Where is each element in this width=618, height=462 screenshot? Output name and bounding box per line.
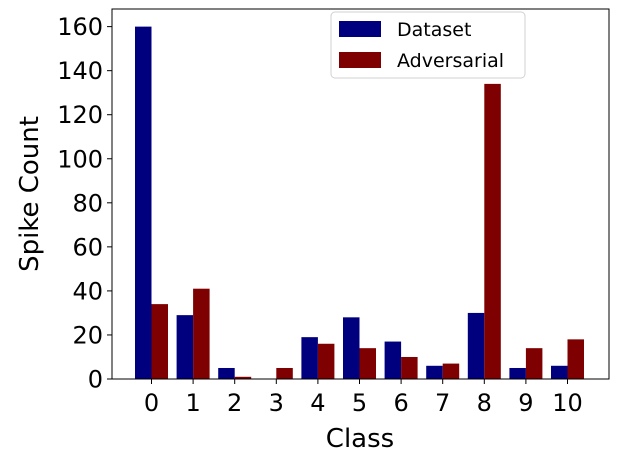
y-tick-label: 60: [72, 233, 103, 261]
y-tick-label: 160: [57, 13, 103, 41]
bar-dataset-0: [135, 26, 152, 380]
legend-swatch-adversarial: [339, 52, 381, 68]
x-tick-label: 9: [518, 389, 533, 417]
bar-dataset-4: [301, 337, 318, 379]
bar-dataset-10: [551, 365, 568, 379]
y-tick-label: 0: [88, 366, 103, 394]
x-tick-label: 3: [269, 389, 284, 417]
x-tick-label: 7: [435, 389, 450, 417]
bar-adversarial-6: [401, 356, 418, 379]
y-tick-label: 140: [57, 57, 103, 85]
x-tick-label: 4: [310, 389, 325, 417]
bar-dataset-8: [467, 312, 485, 379]
legend: Dataset Adversarial: [330, 11, 526, 79]
x-axis-label: Class: [326, 424, 394, 454]
legend-label-adversarial: Adversarial: [397, 50, 504, 72]
bar-adversarial-2: [234, 376, 252, 379]
y-tick-label: 40: [72, 277, 103, 305]
bar-dataset-1: [176, 315, 194, 379]
bar-adversarial-0: [151, 304, 168, 379]
x-axis: 0 1 2 3 4 5 6 7 8 9 10: [144, 379, 583, 417]
x-tick-label: 5: [352, 389, 367, 417]
y-axis: 0 20 40 60 80 100 120 140 160: [57, 13, 112, 394]
bar-adversarial-1: [193, 288, 210, 379]
bar-dataset-7: [426, 365, 443, 379]
bar-adversarial-5: [359, 348, 376, 379]
x-tick-label: 8: [477, 389, 492, 417]
bar-dataset-2: [218, 367, 235, 379]
bar-dataset-9: [509, 367, 526, 379]
y-tick-label: 20: [72, 321, 103, 349]
bar-adversarial-7: [442, 363, 460, 379]
bar-adversarial-4: [317, 343, 335, 379]
x-tick-label: 1: [185, 389, 200, 417]
bars-layer: [135, 26, 584, 380]
y-tick-label: 80: [72, 189, 103, 217]
bar-adversarial-9: [525, 348, 543, 379]
bar-dataset-6: [384, 341, 402, 379]
bar-dataset-5: [343, 317, 360, 379]
bar-adversarial-10: [567, 339, 584, 379]
plot-frame: [111, 8, 610, 380]
x-tick-label: 6: [393, 389, 408, 417]
legend-swatch-dataset: [339, 21, 381, 37]
y-axis-label: Spike Count: [15, 116, 45, 272]
legend-label-dataset: Dataset: [397, 19, 471, 41]
bar-adversarial-3: [276, 367, 293, 379]
x-tick-label: 2: [227, 389, 242, 417]
x-tick-label: 0: [144, 389, 159, 417]
y-tick-label: 120: [57, 101, 103, 129]
y-tick-label: 100: [57, 145, 103, 173]
x-tick-label: 10: [552, 389, 583, 417]
bar-adversarial-8: [484, 83, 501, 379]
